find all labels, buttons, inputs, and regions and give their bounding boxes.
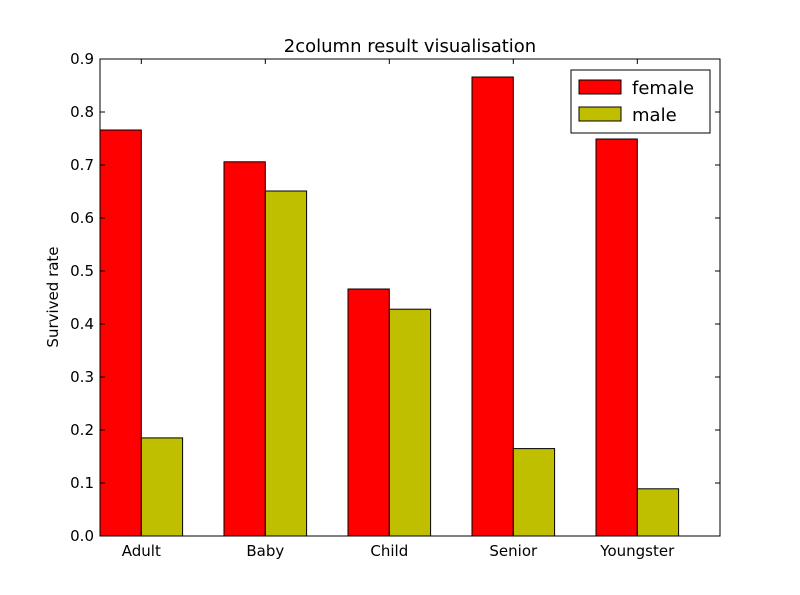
x-tick-label: Youngster — [599, 542, 675, 560]
legend-label-female: female — [632, 78, 694, 99]
y-axis-label: Survived rate — [44, 246, 62, 347]
legend-label-male: male — [632, 105, 677, 126]
bar-male-youngster — [636, 488, 680, 537]
bars-group — [99, 76, 680, 537]
y-tick-label: 0.4 — [70, 315, 94, 333]
bar-female-youngster — [595, 138, 638, 537]
bar-female-senior — [471, 76, 514, 537]
y-tick-label: 0.7 — [70, 156, 94, 174]
y-tick-label: 0.1 — [70, 474, 94, 492]
y-tick-label: 0.8 — [70, 103, 94, 121]
x-tick-label: Baby — [246, 542, 284, 560]
bar-female-baby — [223, 161, 266, 537]
y-tick-label: 0.0 — [70, 527, 94, 545]
bar-male-senior — [512, 448, 556, 537]
legend-swatch-female — [578, 79, 622, 95]
y-tick-label: 0.9 — [70, 50, 94, 68]
bar-male-child — [388, 308, 432, 537]
y-tick-label: 0.2 — [70, 421, 94, 439]
x-tick-label: Child — [370, 542, 408, 560]
bar-male-baby — [264, 190, 308, 537]
chart-title: 2column result visualisation — [284, 36, 536, 57]
y-tick-label: 0.3 — [70, 368, 94, 386]
y-tick-label: 0.6 — [70, 209, 94, 227]
ticks-group: Adult Baby Child Senior Youngster 0.0 0.1 0.2 0.… — [70, 50, 720, 560]
bar-female-adult — [99, 129, 142, 537]
y-tick-label: 0.5 — [70, 262, 94, 280]
x-tick-label: Adult — [122, 542, 161, 560]
legend: female male — [570, 69, 711, 134]
x-tick-label: Senior — [489, 542, 538, 560]
legend-swatch-male — [578, 106, 622, 122]
bar-male-adult — [140, 437, 184, 537]
bar-female-child — [347, 288, 390, 537]
plot-frame — [99, 58, 721, 537]
